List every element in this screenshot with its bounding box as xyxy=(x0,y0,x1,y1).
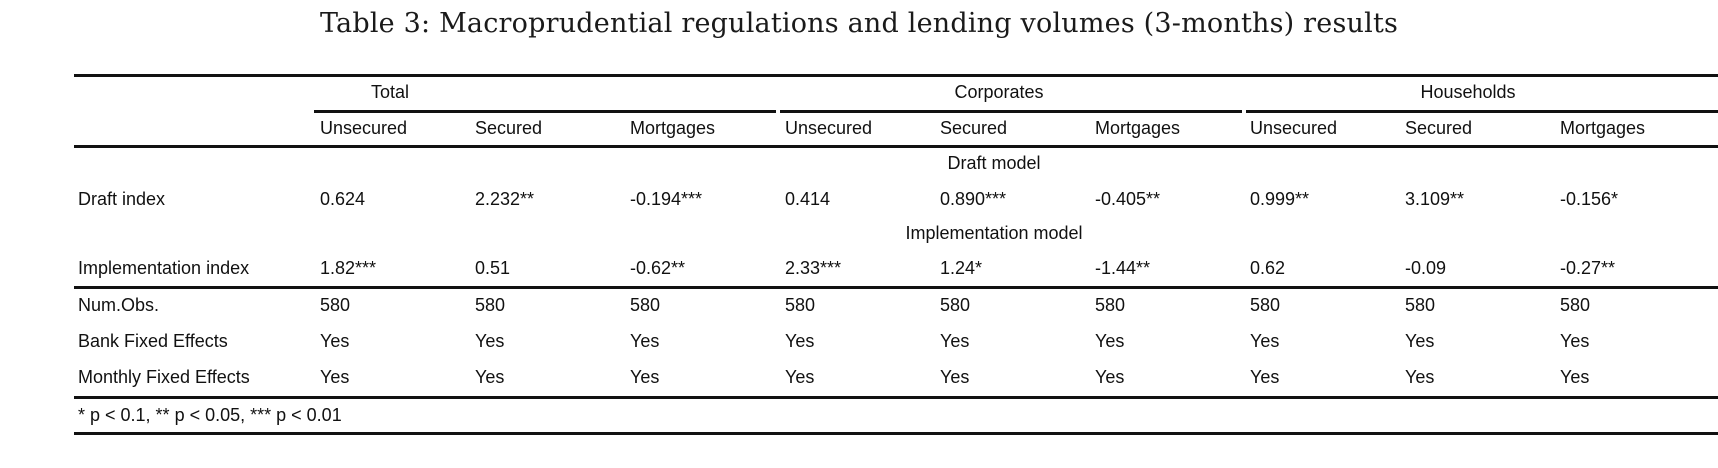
table-cell: -0.194*** xyxy=(630,189,703,209)
row-label: Implementation index xyxy=(78,258,250,278)
row-label: Num.Obs. xyxy=(78,295,160,315)
table-cell: Yes xyxy=(940,331,970,351)
implementation-section-label: Implementation model xyxy=(905,223,1083,243)
subheader-households-unsecured: Unsecured xyxy=(1250,118,1338,138)
table-cell: 2.232** xyxy=(475,189,535,209)
stats-row-monthly-fe: Monthly Fixed Effects Yes Yes Yes Yes Ye… xyxy=(74,360,1718,394)
draft-section-row: Draft model xyxy=(74,146,1718,180)
footnote-rule xyxy=(74,396,1718,399)
table-cell: Yes xyxy=(475,331,505,351)
table-cell: Yes xyxy=(1405,367,1435,387)
table-cell: 580 xyxy=(320,295,351,315)
stats-row-bank-fe: Bank Fixed Effects Yes Yes Yes Yes Yes Y… xyxy=(74,324,1718,358)
subheader-row: Unsecured Secured Mortgages Unsecured Se… xyxy=(74,111,1718,145)
draft-section-label: Draft model xyxy=(947,153,1041,173)
table-cell: Yes xyxy=(630,367,660,387)
implementation-index-row: Implementation index 1.82*** 0.51 -0.62*… xyxy=(74,251,1718,285)
table-cell: Yes xyxy=(1095,367,1125,387)
table-cell: Yes xyxy=(785,367,815,387)
implementation-section-row: Implementation model xyxy=(74,216,1718,250)
top-rule xyxy=(74,74,1718,77)
group-underline-total xyxy=(314,110,776,113)
table-caption: Table 3: Macroprudential regulations and… xyxy=(319,8,1399,39)
table-cell: Yes xyxy=(1560,331,1590,351)
table-cell: 580 xyxy=(1560,295,1591,315)
table-cell: 0.51 xyxy=(475,258,511,278)
table-cell: 1.24* xyxy=(940,258,983,278)
table-cell: Yes xyxy=(785,331,815,351)
subheader-corporates-unsecured: Unsecured xyxy=(785,118,873,138)
row-label: Bank Fixed Effects xyxy=(78,331,228,351)
subheader-corporates-mortgages: Mortgages xyxy=(1095,118,1181,138)
group-header-row: Total Corporates Households xyxy=(74,75,1718,109)
table-cell: 580 xyxy=(785,295,816,315)
significance-footnote: * p < 0.1, ** p < 0.05, *** p < 0.01 xyxy=(78,405,342,425)
mid-rule xyxy=(74,286,1718,289)
bottom-rule xyxy=(74,432,1718,435)
table-cell: -0.405** xyxy=(1095,189,1161,209)
table-cell: 2.33*** xyxy=(785,258,842,278)
table-cell: -0.09 xyxy=(1405,258,1447,278)
table-cell: 580 xyxy=(630,295,661,315)
table-cell: 580 xyxy=(1250,295,1281,315)
subheader-households-mortgages: Mortgages xyxy=(1560,118,1646,138)
table-cell: -0.62** xyxy=(630,258,686,278)
table-cell: Yes xyxy=(320,331,350,351)
table-cell: -1.44** xyxy=(1095,258,1151,278)
row-label: Draft index xyxy=(78,189,166,209)
table-cell: 580 xyxy=(475,295,506,315)
table-cell: Yes xyxy=(475,367,505,387)
table-cell: 0.414 xyxy=(785,189,831,209)
subheader-corporates-secured: Secured xyxy=(940,118,1008,138)
stats-row-num-obs: Num.Obs. 580 580 580 580 580 580 580 580… xyxy=(74,288,1718,322)
table-cell: 580 xyxy=(1095,295,1126,315)
table-cell: Yes xyxy=(1250,331,1280,351)
table-cell: -0.156* xyxy=(1560,189,1619,209)
group-underline-corporates xyxy=(780,110,1242,113)
table-cell: -0.27** xyxy=(1560,258,1616,278)
table-cell: Yes xyxy=(1095,331,1125,351)
subheader-underline xyxy=(74,145,1718,148)
subheader-total-secured: Secured xyxy=(475,118,543,138)
draft-index-row: Draft index 0.624 2.232** -0.194*** 0.41… xyxy=(74,182,1718,216)
table-cell: Yes xyxy=(1560,367,1590,387)
table-cell: 0.890*** xyxy=(940,189,1007,209)
table-cell: 580 xyxy=(1405,295,1436,315)
table-cell: 3.109** xyxy=(1405,189,1465,209)
table-cell: Yes xyxy=(1405,331,1435,351)
group-header-corporates: Corporates xyxy=(954,82,1044,102)
group-underline-households xyxy=(1246,110,1718,113)
group-header-total: Total xyxy=(370,82,410,102)
table-cell: 0.62 xyxy=(1250,258,1286,278)
subheader-total-unsecured: Unsecured xyxy=(320,118,408,138)
table-cell: 0.624 xyxy=(320,189,366,209)
row-label: Monthly Fixed Effects xyxy=(78,367,250,387)
table-cell: Yes xyxy=(630,331,660,351)
group-header-households: Households xyxy=(1420,82,1516,102)
table-cell: Yes xyxy=(1250,367,1280,387)
subheader-households-secured: Secured xyxy=(1405,118,1473,138)
table-cell: 0.999** xyxy=(1250,189,1310,209)
table-cell: 580 xyxy=(940,295,971,315)
table-cell: 1.82*** xyxy=(320,258,377,278)
table-cell: Yes xyxy=(940,367,970,387)
subheader-total-mortgages: Mortgages xyxy=(630,118,716,138)
table-cell: Yes xyxy=(320,367,350,387)
